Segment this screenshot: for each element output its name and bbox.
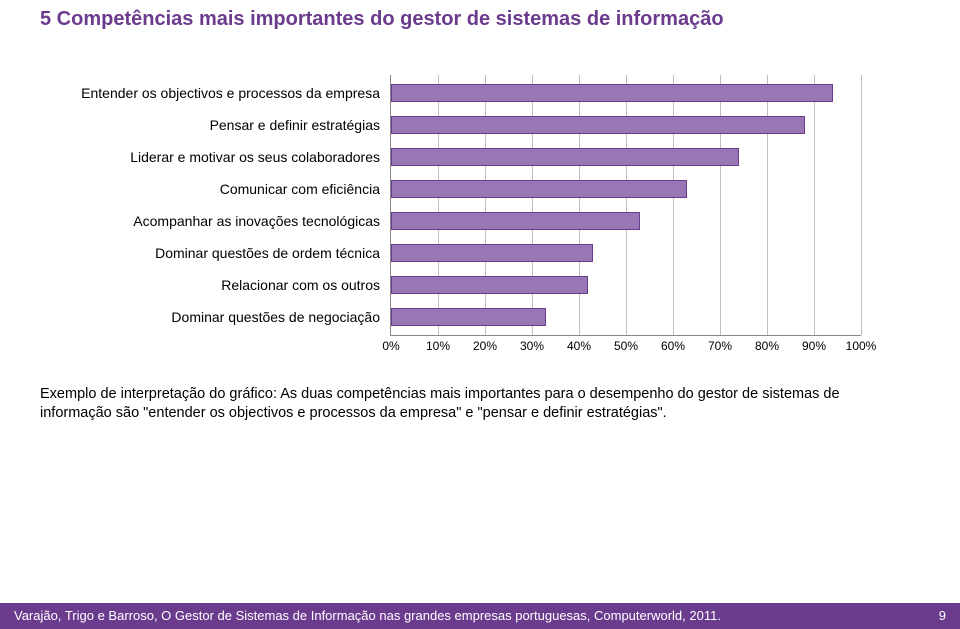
chart-category-label: Acompanhar as inovações tecnológicas [40,205,380,237]
chart-gridline [438,75,439,335]
chart-gridline [767,75,768,335]
footer-bar: Varajão, Trigo e Barroso, O Gestor de Si… [0,603,960,629]
chart-bar [391,212,640,230]
chart-plot-area: 0%10%20%30%40%50%60%70%80%90%100% [390,75,861,336]
chart-bar [391,180,687,198]
chart-x-tick-label: 30% [512,339,552,353]
chart-bar [391,244,593,262]
chart-x-tick-label: 0% [371,339,411,353]
chart-x-tick-label: 80% [747,339,787,353]
chart-category-label: Dominar questões de negociação [40,301,380,333]
footer-page-number: 9 [939,603,946,629]
chart-category-label: Entender os objectivos e processos da em… [40,77,380,109]
chart-x-tick-label: 20% [465,339,505,353]
bar-chart: Entender os objectivos e processos da em… [40,75,860,375]
footer-citation: Varajão, Trigo e Barroso, O Gestor de Si… [14,603,721,629]
chart-category-label: Relacionar com os outros [40,269,380,301]
chart-category-label: Comunicar com eficiência [40,173,380,205]
chart-x-tick-label: 50% [606,339,646,353]
chart-gridline [579,75,580,335]
example-text: Exemplo de interpretação do gráfico: As … [40,385,860,423]
chart-category-label: Pensar e definir estratégias [40,109,380,141]
chart-x-tick-label: 10% [418,339,458,353]
chart-bar [391,276,588,294]
chart-gridline [720,75,721,335]
chart-x-tick-label: 60% [653,339,693,353]
chart-bar [391,84,833,102]
chart-gridline [485,75,486,335]
chart-x-tick-label: 90% [794,339,834,353]
chart-gridline [626,75,627,335]
chart-gridline [532,75,533,335]
page-title: 5 Competências mais importantes do gesto… [40,8,724,31]
chart-x-tick-label: 70% [700,339,740,353]
chart-category-label: Dominar questões de ordem técnica [40,237,380,269]
chart-bar [391,308,546,326]
chart-gridline [861,75,862,335]
chart-bar [391,148,739,166]
chart-category-label: Liderar e motivar os seus colaboradores [40,141,380,173]
chart-gridline [814,75,815,335]
chart-gridline [673,75,674,335]
chart-x-tick-label: 40% [559,339,599,353]
chart-x-tick-label: 100% [841,339,881,353]
chart-bar [391,116,805,134]
